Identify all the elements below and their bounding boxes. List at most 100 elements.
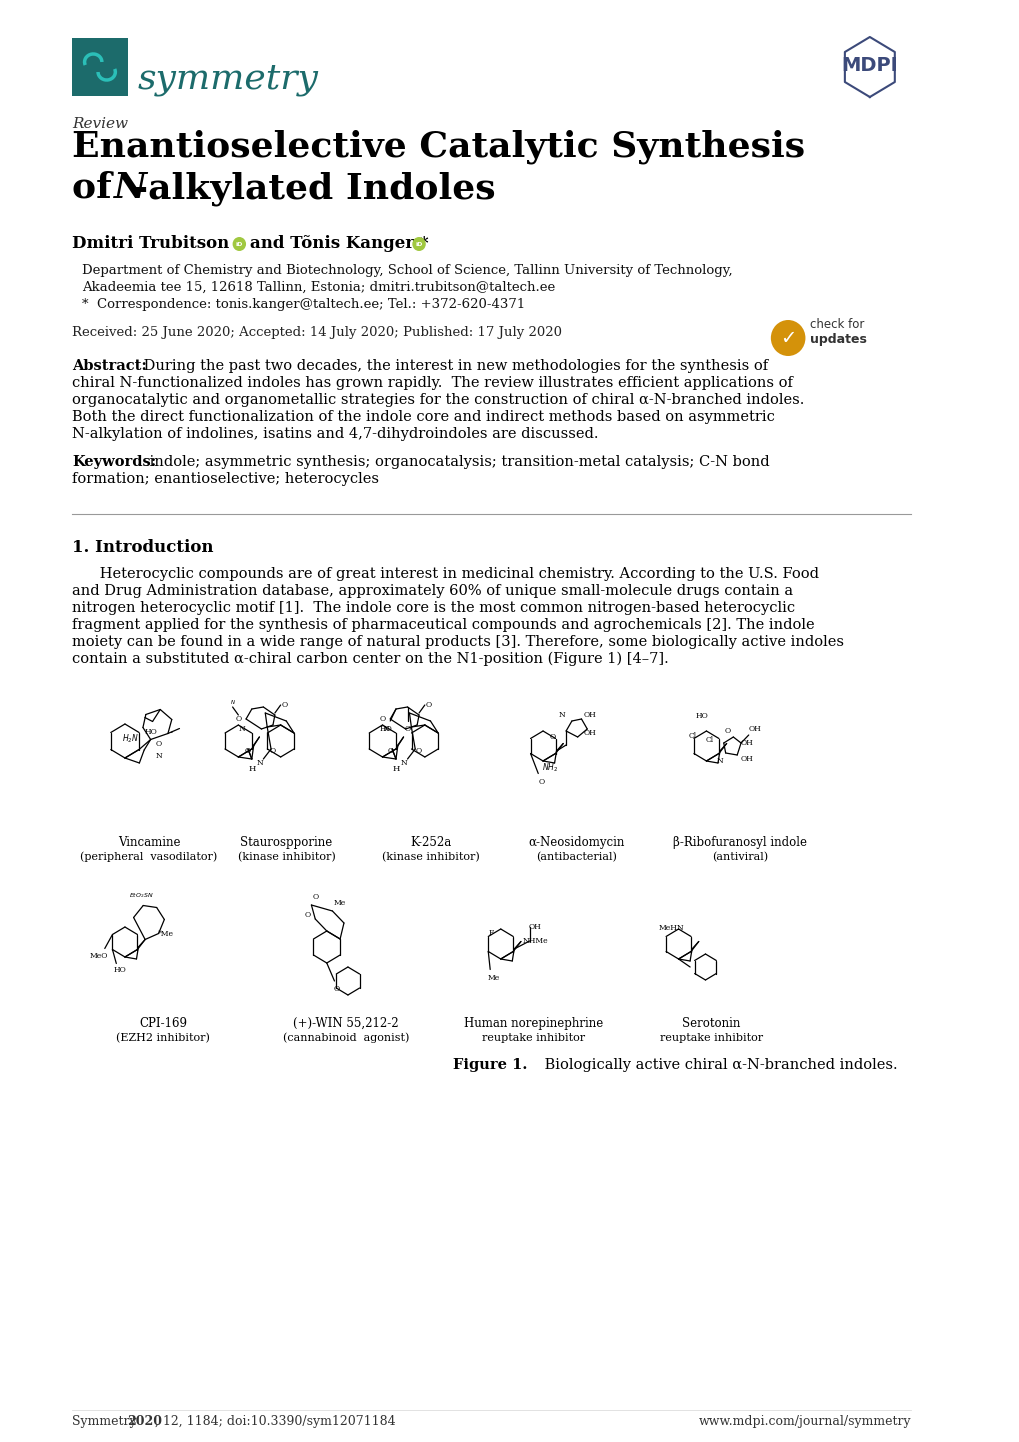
Text: reuptake inhibitor: reuptake inhibitor [481,1032,585,1043]
Text: β-Ribofuranosyl indole: β-Ribofuranosyl indole [673,836,806,849]
Text: Me: Me [487,973,499,982]
Text: $EtO_2SN$: $EtO_2SN$ [128,891,154,900]
Circle shape [232,236,246,251]
Text: Department of Chemistry and Biotechnology, School of Science, Tallinn University: Department of Chemistry and Biotechnolog… [82,264,732,277]
Text: Heterocyclic compounds are of great interest in medicinal chemistry. According t: Heterocyclic compounds are of great inte… [72,567,818,581]
Text: H: H [392,766,399,773]
Text: O: O [549,733,555,741]
Circle shape [412,236,425,251]
Text: N: N [256,758,263,767]
Text: O: O [305,911,311,919]
Text: Akadeemia tee 15, 12618 Tallinn, Estonia; dmitri.trubitson@taltech.ee: Akadeemia tee 15, 12618 Tallinn, Estonia… [82,281,554,294]
Text: N: N [558,711,566,720]
Text: and Tõnis Kanger *: and Tõnis Kanger * [250,235,428,252]
Text: O: O [270,747,276,756]
Text: Received: 25 June 2020; Accepted: 14 July 2020; Published: 17 July 2020: Received: 25 June 2020; Accepted: 14 Jul… [72,326,561,339]
Text: 2020: 2020 [126,1415,162,1428]
Text: reuptake inhibitor: reuptake inhibitor [659,1032,762,1043]
Text: O: O [405,725,411,733]
Text: nitrogen heterocyclic motif [1].  The indole core is the most common nitrogen-ba: nitrogen heterocyclic motif [1]. The ind… [72,601,795,614]
Text: O: O [538,777,544,786]
Text: -alkylated Indoles: -alkylated Indoles [132,172,495,206]
Text: F: F [488,929,493,937]
Text: K-252a: K-252a [410,836,450,849]
Text: OH: OH [583,711,596,720]
Text: During the past two decades, the interest in new methodologies for the synthesis: During the past two decades, the interes… [140,359,767,373]
Text: Figure 1.: Figure 1. [452,1058,527,1071]
Text: organocatalytic and organometallic strategies for the construction of chiral α-N: organocatalytic and organometallic strat… [72,394,804,407]
Text: (cannabinoid  agonist): (cannabinoid agonist) [282,1032,409,1043]
Text: O: O [245,747,251,756]
Text: Cl: Cl [688,733,696,740]
Text: N: N [715,757,722,766]
Text: Serotonin: Serotonin [682,1017,740,1030]
Text: of: of [72,172,124,205]
Text: Vincamine: Vincamine [117,836,180,849]
Text: α-Neosidomycin: α-Neosidomycin [528,836,625,849]
Text: *  Correspondence: tonis.kanger@taltech.ee; Tel.: +372-620-4371: * Correspondence: tonis.kanger@taltech.e… [82,298,525,311]
Text: NHMe: NHMe [522,937,547,945]
Text: HO: HO [380,725,392,733]
Text: N: N [399,758,407,767]
Text: Me: Me [333,898,345,907]
Text: (antibacterial): (antibacterial) [536,852,616,862]
Text: O: O [387,747,393,756]
Circle shape [770,320,805,356]
Text: ✓: ✓ [780,329,796,348]
Text: and Drug Administration database, approximately 60% of unique small-molecule dru: and Drug Administration database, approx… [72,584,793,598]
Text: OH: OH [583,730,596,737]
Text: Keywords:: Keywords: [72,456,156,469]
Text: O: O [425,701,431,709]
Text: Dmitri Trubitson: Dmitri Trubitson [72,235,229,252]
Text: O: O [281,701,287,709]
Text: formation; enantioselective; heterocycles: formation; enantioselective; heterocycle… [72,472,379,486]
Text: MeHN: MeHN [658,924,684,933]
Text: $_N$: $_N$ [229,698,235,708]
Text: Staurospporine: Staurospporine [240,836,332,849]
Text: $\cdot$: $\cdot$ [169,725,173,735]
Text: Human norepinephrine: Human norepinephrine [464,1017,602,1030]
Text: chiral N-functionalized indoles has grown rapidly.  The review illustrates effic: chiral N-functionalized indoles has grow… [72,376,792,389]
Text: Review: Review [72,117,128,131]
Text: $NH_2$: $NH_2$ [541,761,557,774]
Text: O: O [723,727,730,735]
Text: OH: OH [740,738,752,747]
Text: MeO: MeO [90,953,108,960]
Text: OH: OH [747,725,760,733]
Text: O: O [312,893,318,901]
Text: www.mdpi.com/journal/symmetry: www.mdpi.com/journal/symmetry [698,1415,910,1428]
Text: moiety can be found in a wide range of natural products [3]. Therefore, some bio: moiety can be found in a wide range of n… [72,634,844,649]
Text: HO: HO [114,966,126,973]
Text: iD: iD [415,241,422,247]
Text: iD: iD [235,241,243,247]
Text: N-alkylation of indolines, isatins and 4,7-dihydroindoles are discussed.: N-alkylation of indolines, isatins and 4… [72,427,598,441]
Text: (peripheral  vasodilator): (peripheral vasodilator) [81,851,217,862]
Text: Enantioselective Catalytic Synthesis: Enantioselective Catalytic Synthesis [72,130,804,164]
Text: O: O [379,715,385,722]
Text: N: N [114,172,147,205]
Text: symmetry: symmetry [138,62,318,95]
Text: Symmetry: Symmetry [72,1415,141,1428]
Text: Biologically active chiral α-N-branched indoles.: Biologically active chiral α-N-branched … [540,1058,897,1071]
Text: O: O [155,741,161,748]
Text: OH: OH [740,756,752,763]
Bar [72,37,127,97]
Text: $H_2N$: $H_2N$ [122,733,139,746]
Text: MDPI: MDPI [841,56,898,75]
Text: check for: check for [809,319,864,332]
Text: (kinase inhibitor): (kinase inhibitor) [381,852,479,862]
Text: Abstract:: Abstract: [72,359,147,373]
Text: O: O [416,747,422,756]
Text: HO: HO [144,728,157,735]
Text: (+)-WIN 55,212-2: (+)-WIN 55,212-2 [292,1017,398,1030]
Text: 1. Introduction: 1. Introduction [72,539,213,557]
Text: Both the direct functionalization of the indole core and indirect methods based : Both the direct functionalization of the… [72,410,774,424]
Text: updates: updates [809,333,866,346]
Text: , 12, 1184; doi:10.3390/sym12071184: , 12, 1184; doi:10.3390/sym12071184 [155,1415,395,1428]
Text: (kinase inhibitor): (kinase inhibitor) [237,852,335,862]
Text: O: O [235,715,242,722]
Text: H: H [248,766,255,773]
Text: OH: OH [529,923,541,932]
Text: CPI-169: CPI-169 [140,1017,187,1030]
Text: (antiviral): (antiviral) [711,852,767,862]
